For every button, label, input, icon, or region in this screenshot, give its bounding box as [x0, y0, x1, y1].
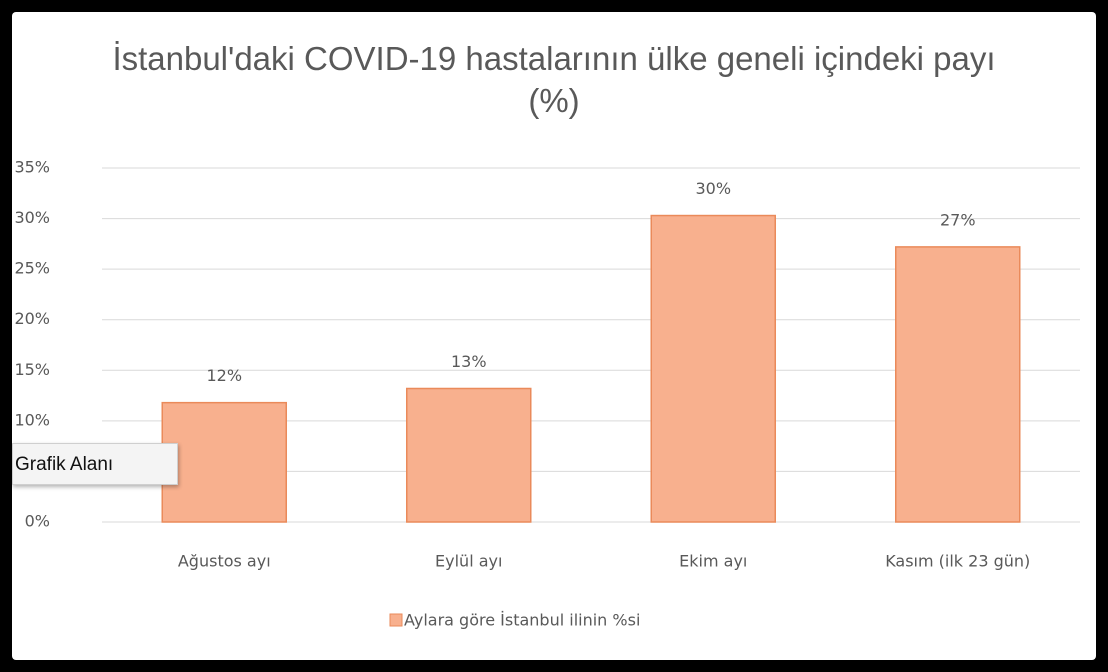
data-label: 12% [206, 366, 242, 385]
data-label: 27% [940, 210, 976, 229]
y-tick-label: 15% [14, 360, 50, 379]
x-tick-label: Ekim ayı [679, 552, 747, 571]
x-tick-label: Ağustos ayı [178, 552, 271, 571]
tooltip: Grafik Alanı [12, 443, 178, 485]
y-tick-label: 25% [14, 259, 50, 278]
bar [650, 214, 776, 523]
bar [895, 246, 1021, 523]
data-label: 30% [695, 179, 731, 198]
y-tick-label: 0% [25, 512, 50, 531]
legend-label: Aylara göre İstanbul ilinin %si [404, 611, 640, 630]
data-label: 13% [451, 352, 487, 371]
y-tick-label: 10% [14, 410, 50, 429]
chart: 0%5%10%15%20%25%30%35%Ağustos ayı12%Eylü… [14, 158, 1080, 630]
bar [406, 387, 532, 523]
y-tick-label: 20% [14, 309, 50, 328]
y-tick-label: 35% [14, 158, 50, 177]
x-tick-label: Kasım (ilk 23 gün) [885, 552, 1030, 571]
y-tick-label: 30% [14, 208, 50, 227]
chart-title: İstanbul'daki COVID-19 hastalarının ülke… [112, 40, 996, 119]
legend-swatch [389, 613, 403, 627]
chart-area: 0%5%10%15%20%25%30%35%Ağustos ayı12%Eylü… [12, 12, 1096, 660]
x-tick-label: Eylül ayı [435, 552, 502, 571]
bar [161, 401, 287, 523]
